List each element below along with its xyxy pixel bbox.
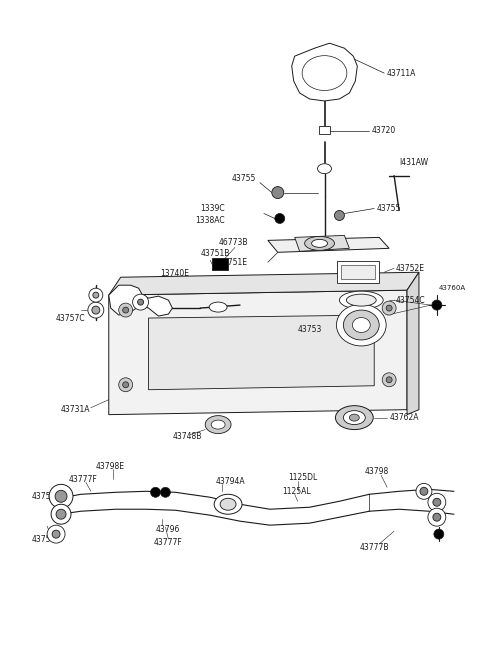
Text: 46773B: 46773B (218, 238, 248, 247)
Ellipse shape (205, 416, 231, 434)
Circle shape (272, 187, 284, 198)
Circle shape (47, 525, 65, 543)
Ellipse shape (209, 302, 227, 312)
Circle shape (420, 487, 428, 495)
Text: 13740E: 13740E (160, 269, 190, 278)
Circle shape (132, 294, 148, 310)
Polygon shape (292, 43, 357, 101)
Circle shape (51, 505, 71, 524)
Text: 1125AL: 1125AL (282, 487, 311, 496)
Circle shape (52, 530, 60, 538)
Circle shape (49, 484, 73, 509)
Circle shape (55, 490, 67, 502)
Text: 43794A: 43794A (215, 477, 245, 486)
Text: 43760A: 43760A (439, 285, 466, 291)
Text: 43752E: 43752E (396, 263, 425, 273)
Polygon shape (109, 285, 172, 316)
Text: 43754C: 43754C (396, 296, 426, 305)
Bar (212, 258, 228, 270)
Ellipse shape (336, 304, 386, 346)
Text: 1338AC: 1338AC (195, 216, 225, 225)
Ellipse shape (343, 310, 379, 340)
Ellipse shape (318, 164, 332, 173)
Polygon shape (295, 235, 349, 252)
Circle shape (123, 382, 129, 388)
Text: 43750B: 43750B (31, 492, 60, 501)
Text: 43796: 43796 (156, 525, 180, 533)
Ellipse shape (214, 494, 242, 514)
Polygon shape (109, 290, 407, 415)
Circle shape (386, 377, 392, 383)
Ellipse shape (302, 56, 347, 91)
Circle shape (119, 303, 132, 317)
Text: 43762A: 43762A (389, 413, 419, 422)
Text: 43798: 43798 (364, 467, 388, 476)
Bar (337, 261, 379, 283)
Text: 43751B: 43751B (200, 249, 229, 258)
Text: 43748B: 43748B (172, 432, 202, 441)
Text: 43777B: 43777B (360, 543, 389, 552)
Circle shape (123, 307, 129, 313)
Circle shape (93, 292, 99, 298)
Ellipse shape (339, 291, 383, 309)
Ellipse shape (343, 411, 365, 424)
Circle shape (160, 487, 170, 497)
Polygon shape (109, 272, 419, 295)
Text: 1125DL: 1125DL (288, 473, 317, 482)
Circle shape (335, 210, 344, 221)
Text: 43731A: 43731A (61, 405, 91, 414)
Circle shape (433, 513, 441, 521)
Circle shape (382, 373, 396, 387)
Circle shape (92, 306, 100, 314)
Circle shape (138, 299, 144, 305)
Text: 1339C: 1339C (200, 204, 225, 213)
Text: 43751E: 43751E (218, 258, 247, 267)
Circle shape (382, 301, 396, 315)
Text: 43750C: 43750C (31, 535, 61, 543)
Polygon shape (268, 237, 389, 252)
Bar (341, 265, 375, 279)
Circle shape (89, 288, 103, 302)
Circle shape (56, 509, 66, 519)
Circle shape (433, 498, 441, 507)
Text: I431AW: I431AW (399, 158, 428, 167)
Circle shape (416, 484, 432, 499)
Ellipse shape (349, 414, 360, 421)
Ellipse shape (336, 405, 373, 430)
Text: 43798E: 43798E (96, 462, 125, 471)
Ellipse shape (312, 239, 327, 247)
Circle shape (386, 305, 392, 311)
Text: 43755: 43755 (376, 204, 401, 213)
Polygon shape (148, 315, 374, 390)
Text: 43753: 43753 (298, 325, 322, 334)
Ellipse shape (347, 294, 376, 306)
Circle shape (434, 529, 444, 539)
Bar (319, 126, 330, 134)
Circle shape (428, 493, 446, 511)
Text: 43757C: 43757C (56, 313, 86, 323)
Text: 43777F: 43777F (154, 537, 182, 547)
Ellipse shape (352, 317, 370, 332)
Circle shape (432, 300, 442, 310)
Text: 43720: 43720 (371, 126, 396, 135)
Text: 43777F: 43777F (69, 475, 98, 484)
Circle shape (88, 302, 104, 318)
Circle shape (275, 214, 285, 223)
Text: 43755: 43755 (232, 174, 256, 183)
Circle shape (119, 378, 132, 392)
Circle shape (151, 487, 160, 497)
Circle shape (428, 509, 446, 526)
Text: 43711A: 43711A (386, 68, 416, 78)
Polygon shape (407, 272, 419, 415)
Ellipse shape (211, 420, 225, 429)
Ellipse shape (220, 498, 236, 510)
Ellipse shape (305, 237, 335, 250)
